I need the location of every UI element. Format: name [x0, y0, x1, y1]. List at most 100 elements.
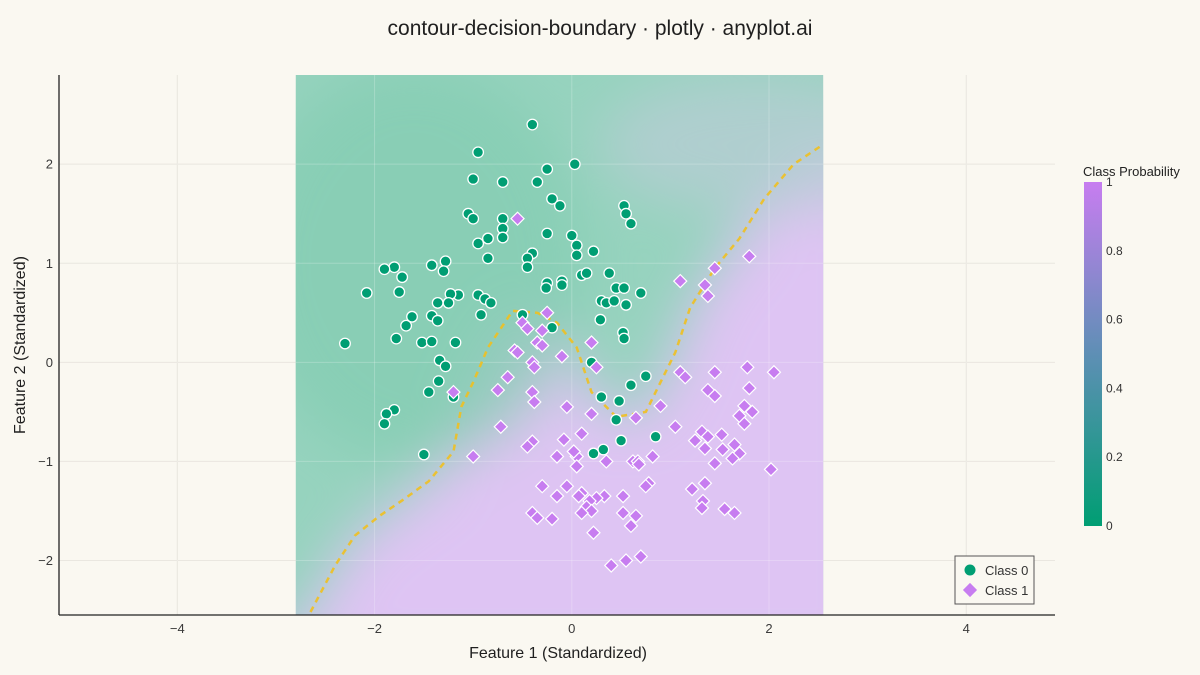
class-0-point[interactable] [432, 375, 445, 388]
class-1-point[interactable] [631, 457, 647, 472]
class-0-point[interactable] [540, 282, 553, 294]
class-0-point[interactable] [613, 395, 626, 407]
class-0-point[interactable] [620, 298, 632, 311]
class-1-point[interactable] [549, 449, 565, 464]
class-1-point[interactable] [574, 505, 590, 521]
class-0-point[interactable] [425, 259, 438, 272]
class-1-point[interactable] [638, 478, 654, 494]
class-1-point[interactable] [520, 321, 535, 337]
class-0-point[interactable] [378, 263, 391, 276]
class-0-point[interactable] [431, 296, 444, 309]
class-0-point[interactable] [526, 118, 539, 131]
class-1-point[interactable] [526, 394, 542, 410]
class-0-point[interactable] [472, 237, 485, 250]
class-1-point[interactable] [633, 549, 649, 564]
class-1-point[interactable] [559, 399, 575, 415]
class-1-point[interactable] [741, 380, 757, 396]
class-0-point[interactable] [431, 314, 444, 327]
class-1-point[interactable] [715, 442, 731, 457]
class-0-point[interactable] [339, 337, 351, 350]
class-0-point[interactable] [439, 360, 452, 373]
class-1-point[interactable] [534, 323, 550, 338]
class-1-point[interactable] [707, 388, 723, 404]
class-1-point[interactable] [672, 273, 688, 289]
class-0-point[interactable] [610, 413, 623, 426]
class-0-point[interactable] [393, 286, 406, 298]
class-1-point[interactable] [510, 211, 525, 227]
class-0-point[interactable] [496, 231, 509, 244]
class-1-point[interactable] [737, 416, 752, 432]
legend[interactable]: Class 0 Class 1 [954, 555, 1035, 605]
class-0-point[interactable] [415, 336, 428, 349]
class-1-point[interactable] [766, 364, 782, 380]
class-1-point[interactable] [534, 478, 550, 494]
class-0-point[interactable] [442, 296, 455, 309]
class-1-point[interactable] [539, 305, 555, 321]
class-1-point[interactable] [589, 359, 604, 375]
class-0-point[interactable] [360, 287, 373, 299]
class-0-point[interactable] [546, 192, 559, 205]
class-0-point[interactable] [595, 391, 608, 403]
class-0-point[interactable] [439, 255, 452, 268]
data-points[interactable] [339, 118, 782, 573]
class-0-point[interactable] [390, 332, 403, 345]
class-0-point[interactable] [484, 296, 497, 309]
class-0-point[interactable] [594, 313, 607, 326]
class-1-point[interactable] [559, 478, 575, 494]
class-1-point[interactable] [569, 459, 585, 474]
class-1-point[interactable] [653, 398, 668, 414]
class-1-point[interactable] [694, 500, 710, 516]
class-1-point[interactable] [697, 475, 713, 491]
class-0-point[interactable] [570, 249, 583, 262]
class-1-point[interactable] [549, 488, 565, 504]
class-1-point[interactable] [500, 369, 516, 385]
class-1-point[interactable] [628, 410, 644, 426]
class-0-point[interactable] [496, 212, 509, 225]
class-0-point[interactable] [541, 227, 554, 240]
class-0-point[interactable] [639, 370, 652, 383]
class-0-point[interactable] [482, 252, 494, 265]
class-0-point[interactable] [531, 176, 544, 188]
class-1-point[interactable] [727, 505, 742, 521]
class-1-point[interactable] [628, 508, 644, 524]
class-1-point[interactable] [739, 359, 755, 375]
class-0-point[interactable] [437, 265, 450, 278]
class-1-point[interactable] [598, 454, 614, 469]
class-0-point[interactable] [472, 146, 485, 159]
class-1-point[interactable] [490, 382, 506, 398]
class-1-point[interactable] [744, 404, 760, 420]
class-0-point[interactable] [554, 199, 566, 212]
class-0-point[interactable] [618, 282, 631, 294]
class-1-point[interactable] [584, 503, 599, 519]
class-1-point[interactable] [465, 449, 481, 464]
legend-label-class-1[interactable]: Class 1 [985, 583, 1028, 598]
class-0-point[interactable] [568, 158, 581, 171]
class-1-point[interactable] [526, 359, 542, 375]
class-0-point[interactable] [396, 271, 409, 284]
class-0-point[interactable] [555, 279, 568, 292]
class-1-point[interactable] [615, 488, 631, 504]
class-0-point[interactable] [388, 261, 401, 274]
class-1-point[interactable] [571, 488, 587, 504]
class-1-point[interactable] [574, 426, 590, 442]
class-0-point[interactable] [475, 308, 488, 321]
class-1-point[interactable] [618, 553, 634, 568]
class-1-point[interactable] [544, 511, 560, 527]
class-1-point[interactable] [493, 419, 509, 435]
class-0-point[interactable] [608, 294, 621, 307]
class-1-point[interactable] [623, 518, 639, 534]
class-0-point[interactable] [634, 287, 647, 299]
class-0-point[interactable] [425, 335, 438, 348]
class-1-point[interactable] [725, 451, 740, 466]
class-1-point[interactable] [741, 248, 757, 264]
class-0-point[interactable] [615, 434, 628, 447]
class-1-point[interactable] [714, 427, 730, 443]
class-1-point[interactable] [667, 419, 683, 435]
class-1-point[interactable] [520, 439, 535, 454]
class-1-point[interactable] [554, 349, 570, 364]
class-1-point[interactable] [615, 505, 631, 521]
class-0-point[interactable] [546, 321, 559, 334]
class-0-point[interactable] [649, 430, 662, 443]
class-1-point[interactable] [556, 432, 572, 447]
